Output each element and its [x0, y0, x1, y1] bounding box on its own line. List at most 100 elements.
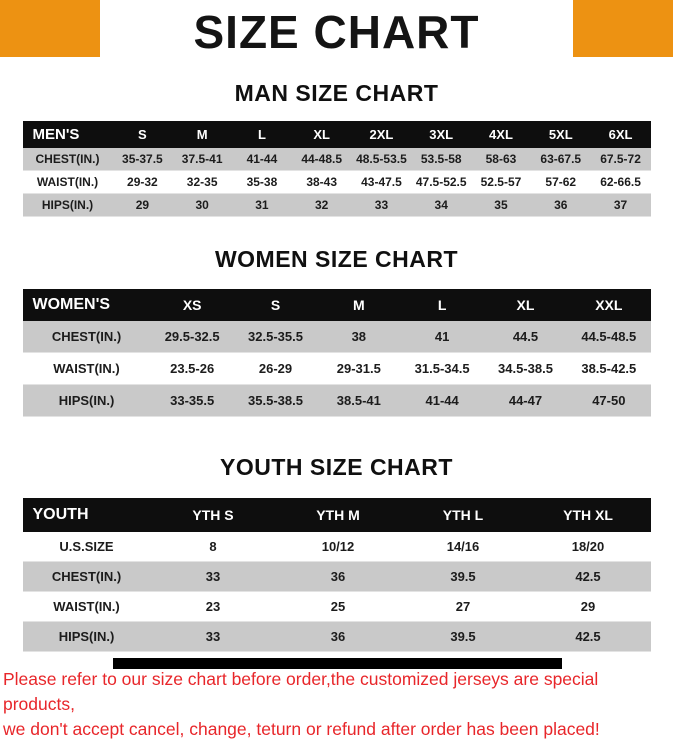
- size-value-cell: 37.5-41: [181, 152, 223, 166]
- size-value-cell: 63-67.5: [540, 152, 582, 166]
- size-value-cell: 31.5-34.5: [414, 361, 470, 376]
- size-value-cell: 47-50: [592, 393, 626, 408]
- size-value-cell: 29: [580, 599, 596, 614]
- size-value-cell: 32.5-35.5: [248, 329, 303, 344]
- table-row: U.S.SIZE 8 10/12 14/16 18/20: [22, 532, 651, 562]
- size-header-cell: XS: [150, 289, 234, 321]
- bottom-black-bar: [113, 658, 562, 669]
- men-size-section: MAN SIZE CHART MEN'S S M L XL 2XL 3XL 4XL 5XL 6XL…: [0, 80, 673, 217]
- size-value-cell: 37: [613, 198, 628, 212]
- row-label-cell: CHEST(IN.): [51, 569, 122, 584]
- size-value-cell: 41: [434, 329, 450, 344]
- men-section-title: MAN SIZE CHART: [234, 80, 439, 106]
- size-value-cell: 10/12: [321, 539, 355, 554]
- size-header-cell: YTH S: [150, 498, 276, 532]
- group-label-cell: WOMEN'S: [22, 289, 151, 321]
- size-value-cell: 33: [374, 198, 389, 212]
- size-value-cell: 44-47: [508, 393, 543, 408]
- size-header-cell: 6XL: [590, 121, 651, 148]
- size-value-cell: 62-66.5: [600, 175, 641, 189]
- size-value-cell: 29: [135, 198, 150, 212]
- size-header-cell: S: [233, 289, 318, 321]
- size-value-cell: 26-29: [258, 361, 293, 376]
- size-header-cell: 5XL: [530, 121, 591, 148]
- size-value-cell: 25: [330, 599, 346, 614]
- women-size-table: WOMEN'S XS S M L XL XXL CHEST(IN.) 29.5-32.5 32.5…: [22, 289, 651, 417]
- size-value-cell: 23: [205, 599, 221, 614]
- size-value-cell: 36: [330, 629, 346, 644]
- table-row: WAIST(IN.) 23.5-26 26-29 29-31.5 31.5-34.5 34…: [22, 353, 651, 385]
- order-notice-line-1: Please refer to our size chart before or…: [3, 669, 599, 714]
- size-value-cell: 23.5-26: [170, 361, 215, 376]
- size-value-cell: 44-48.5: [301, 152, 343, 166]
- table-row: WAIST(IN.) 23 25 27 29: [22, 592, 651, 622]
- men-size-table: MEN'S S M L XL 2XL 3XL 4XL 5XL 6XL CHEST(IN.) 35-37…: [22, 121, 651, 217]
- size-value-cell: 31: [255, 198, 269, 212]
- row-label-cell: HIPS(IN.): [58, 629, 115, 644]
- size-value-cell: 41-44: [246, 152, 278, 166]
- size-value-cell: 39.5: [450, 629, 476, 644]
- size-value-cell: 39.5: [450, 569, 476, 584]
- table-row: HIPS(IN.) 33 36 39.5 42.5: [22, 621, 651, 652]
- top-right-accent-block: [573, 0, 673, 57]
- size-value-cell: 44.5: [512, 329, 539, 344]
- size-value-cell: 44.5-48.5: [581, 329, 637, 344]
- size-header-cell: 2XL: [351, 121, 412, 148]
- size-value-cell: 38: [351, 329, 367, 344]
- size-value-cell: 41-44: [425, 393, 459, 408]
- group-label-cell: YOUTH: [22, 498, 151, 532]
- size-value-cell: 14/16: [446, 539, 480, 554]
- size-value-cell: 35: [494, 198, 508, 212]
- row-label-cell: HIPS(IN.): [58, 393, 115, 408]
- row-label-cell: WAIST(IN.): [53, 599, 120, 614]
- size-value-cell: 29-31.5: [336, 361, 381, 376]
- size-value-cell: 33: [205, 569, 221, 584]
- table-header-row: YOUTH YTH S YTH M YTH L YTH XL: [22, 498, 651, 532]
- size-value-cell: 47.5-52.5: [415, 175, 467, 189]
- size-value-cell: 52.5-57: [480, 175, 522, 189]
- women-size-section: WOMEN SIZE CHART WOMEN'S XS S M L XL XXL CHEST(…: [0, 246, 673, 417]
- size-value-cell: 38.5-41: [336, 393, 381, 408]
- size-value-cell: 42.5: [575, 629, 601, 644]
- group-label-cell: MEN'S: [22, 121, 113, 148]
- size-value-cell: 29.5-32.5: [164, 329, 220, 344]
- youth-section-title: YOUTH SIZE CHART: [220, 454, 453, 480]
- table-row: CHEST(IN.) 33 36 39.5 42.5: [22, 561, 651, 592]
- table-header-row: MEN'S S M L XL 2XL 3XL 4XL 5XL 6XL: [22, 121, 651, 148]
- table-row: WAIST(IN.) 29-32 32-35 35-38 38-43 43-47.5 47.…: [22, 171, 651, 194]
- size-header-cell: 4XL: [471, 121, 531, 148]
- size-value-cell: 38-43: [306, 175, 338, 189]
- size-value-cell: 36: [330, 569, 346, 584]
- size-header-cell: L: [400, 289, 484, 321]
- size-value-cell: 34: [434, 198, 448, 212]
- size-header-cell: YTH XL: [525, 498, 651, 532]
- women-section-title: WOMEN SIZE CHART: [214, 246, 459, 272]
- size-header-cell: YTH M: [275, 498, 401, 532]
- row-label-cell: U.S.SIZE: [59, 539, 114, 554]
- size-value-cell: 53.5-58: [420, 152, 462, 166]
- table-row: CHEST(IN.) 35-37.5 37.5-41 41-44 44-48.5 48.5…: [22, 148, 651, 171]
- size-value-cell: 29-32: [127, 175, 158, 189]
- row-label-cell: HIPS(IN.): [41, 198, 94, 212]
- size-value-cell: 57-62: [545, 175, 577, 189]
- size-header-cell: XXL: [567, 289, 651, 321]
- size-value-cell: 36: [554, 198, 568, 212]
- size-value-cell: 35-37.5: [122, 152, 163, 166]
- size-value-cell: 35-38: [246, 175, 278, 189]
- size-value-cell: 33: [205, 629, 221, 644]
- page-title: SIZE CHART: [193, 6, 480, 58]
- size-value-cell: 32-35: [186, 175, 218, 189]
- size-header-cell: XL: [483, 289, 568, 321]
- size-value-cell: 30: [195, 198, 209, 212]
- size-header-cell: YTH L: [400, 498, 526, 532]
- size-value-cell: 38.5-42.5: [581, 361, 637, 376]
- size-value-cell: 67.5-72: [600, 152, 641, 166]
- size-value-cell: 32: [315, 198, 329, 212]
- size-header-cell: S: [112, 121, 173, 148]
- youth-size-section: YOUTH SIZE CHART YOUTH YTH S YTH M YTH L YTH…: [0, 454, 673, 652]
- size-header-cell: 3XL: [411, 121, 472, 148]
- size-value-cell: 42.5: [575, 569, 601, 584]
- size-header-cell: M: [172, 121, 233, 148]
- size-header-cell: XL: [291, 121, 352, 148]
